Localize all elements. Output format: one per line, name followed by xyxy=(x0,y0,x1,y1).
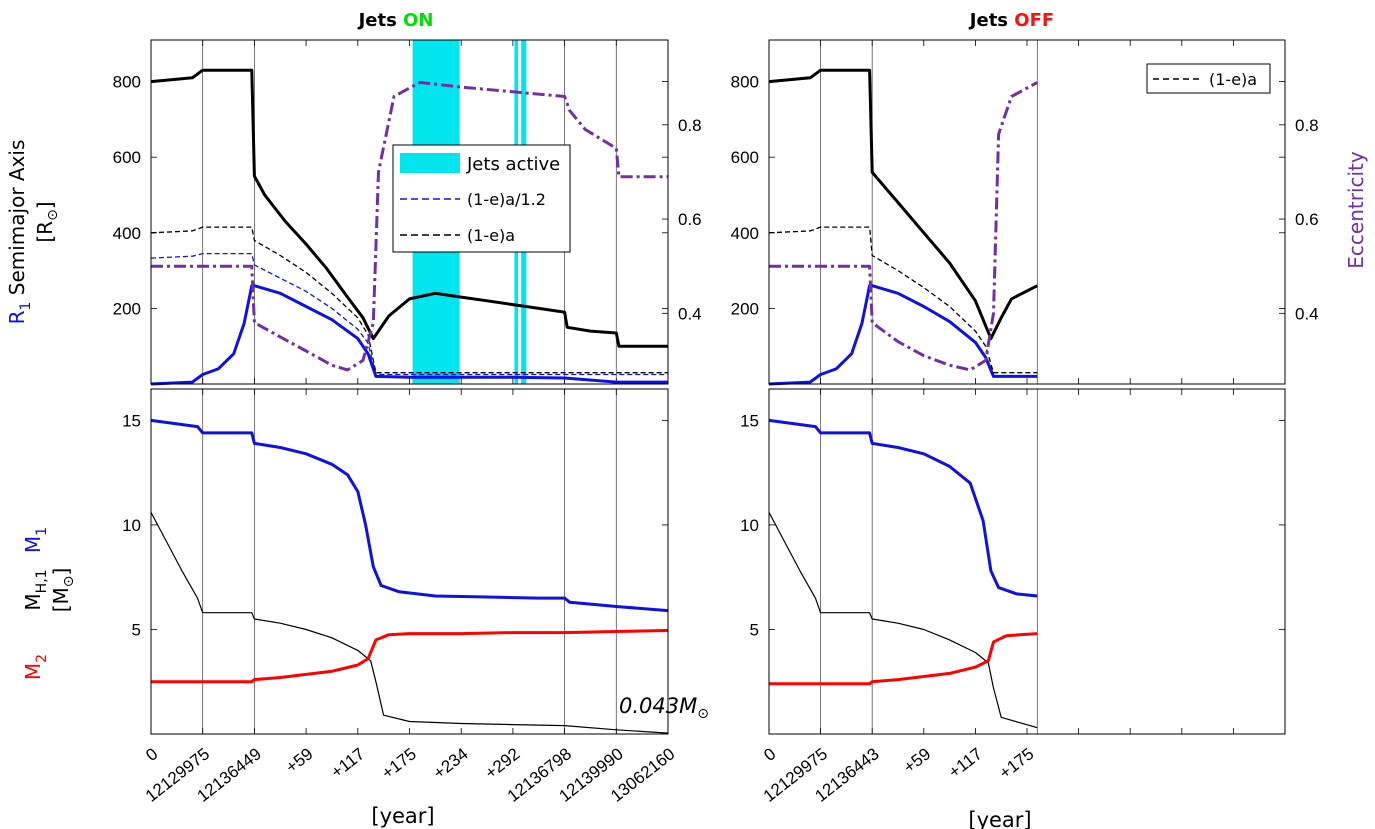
y-tick-label: 5 xyxy=(132,620,141,639)
legend-right-label: (1-e)a xyxy=(1209,70,1257,89)
svg-text:[M⊙]: [M⊙] xyxy=(49,568,77,613)
title-left-on: ON xyxy=(403,10,433,31)
ylabel-m2: M2 xyxy=(21,654,50,680)
y-tick-label: 400 xyxy=(731,224,759,243)
series-m2 xyxy=(151,629,669,684)
svg-text:[R⊙]: [R⊙] xyxy=(33,201,61,242)
title-left-prefix: Jets xyxy=(357,10,404,31)
y-tick-label: 10 xyxy=(122,516,141,535)
plot-frame xyxy=(768,39,1286,385)
ylabel-mass-unit: [M⊙] xyxy=(49,568,77,613)
legend-jets-active: Jets active xyxy=(466,154,560,175)
series-eccentricity xyxy=(769,81,1039,372)
y-right-tick-label: 0.6 xyxy=(1295,210,1319,229)
y-tick-label: 10 xyxy=(740,516,759,535)
x-tick-label: +59 xyxy=(900,744,934,777)
core-mass-annotation: 0.043M⊙ xyxy=(619,694,709,722)
svg-text:MH,1: MH,1 xyxy=(21,569,50,610)
series-r1 xyxy=(768,284,1038,386)
svg-text:R1 Semimajor Axis: R1 Semimajor Axis xyxy=(5,140,34,325)
y-tick-label: 800 xyxy=(731,73,759,92)
series-mh-1 xyxy=(768,512,1038,729)
x-tick-label: +59 xyxy=(282,744,316,777)
y-right-tick-label: 0.6 xyxy=(678,210,702,229)
ylabel-m1: M1 xyxy=(21,527,50,553)
y-tick-label: 5 xyxy=(750,620,759,639)
legend-swatch-jets xyxy=(400,153,460,173)
legend-left: Jets active (1-e)a/1.2 (1-e)a xyxy=(392,144,571,253)
x-tick-label: +117 xyxy=(945,744,986,782)
series-r1 xyxy=(150,284,668,386)
y-right-tick-label: 0.8 xyxy=(678,116,702,135)
title-right-prefix: Jets xyxy=(968,10,1015,31)
xlabel-right: [year] xyxy=(968,808,1031,829)
title-right-off: OFF xyxy=(1014,10,1054,31)
ylabel-semimajor: Semimajor Axis xyxy=(5,140,29,296)
y-tick-label: 600 xyxy=(113,148,141,167)
x-tick-label: 0 xyxy=(760,744,779,765)
ylabel-r1: R xyxy=(5,310,29,324)
x-tick-label: +175 xyxy=(996,744,1038,783)
y-tick-label: 800 xyxy=(113,73,141,92)
series-semimajor-axis xyxy=(150,68,668,348)
y-tick-label: 15 xyxy=(122,411,141,430)
plot-frame xyxy=(150,39,669,385)
svg-text:M2: M2 xyxy=(21,654,50,680)
plot-frame xyxy=(150,388,669,735)
legend-right: (1-e)a xyxy=(1146,63,1271,94)
series-semimajor-axis xyxy=(768,68,1038,341)
ylabel-top-left: R1 Semimajor Axis xyxy=(5,140,34,325)
y-tick-label: 400 xyxy=(113,224,141,243)
xlabel-left: [year] xyxy=(371,804,434,828)
series-eccentricity xyxy=(151,80,668,372)
series--1-e-a xyxy=(150,226,668,374)
legend-r: (1-e)a xyxy=(467,226,515,245)
series--1-e-a xyxy=(768,226,1038,374)
series-mh-1 xyxy=(150,512,669,734)
series-m1 xyxy=(768,418,1038,598)
x-tick-label: +234 xyxy=(430,744,472,783)
y-right-tick-label: 0.4 xyxy=(678,304,702,323)
y-tick-label: 200 xyxy=(113,299,141,318)
series-m2 xyxy=(769,632,1038,686)
legend-r12: (1-e)a/1.2 xyxy=(467,190,546,209)
x-tick-label: +175 xyxy=(378,744,420,783)
title-left: Jets ON xyxy=(357,10,434,31)
y-right-tick-label: 0.4 xyxy=(1295,304,1319,323)
x-tick-label: 0 xyxy=(142,744,161,765)
ylabel-top-unit: [R⊙] xyxy=(33,201,61,242)
x-tick-label: +117 xyxy=(327,744,368,782)
y-tick-label: 200 xyxy=(731,299,759,318)
y-right-tick-label: 0.8 xyxy=(1295,116,1319,135)
panel-top-right: 200 400 600 800 0.4 0.6 0.8 xyxy=(731,39,1319,386)
title-right: Jets OFF xyxy=(968,10,1054,31)
svg-text:Eccentricity: Eccentricity xyxy=(1344,151,1368,269)
y-tick-label: 15 xyxy=(740,411,759,430)
series--1-e-a-1-2 xyxy=(150,252,668,376)
x-tick-label: +292 xyxy=(481,744,523,783)
series-m1 xyxy=(150,418,669,613)
ylabel-mh1: MH,1 xyxy=(21,569,50,610)
svg-text:M1: M1 xyxy=(21,527,50,553)
ylabel-r1-sub: 1 xyxy=(18,302,34,311)
y-tick-label: 600 xyxy=(731,148,759,167)
ylabel-eccentricity: Eccentricity xyxy=(1344,151,1368,269)
plot-frame xyxy=(768,388,1286,735)
